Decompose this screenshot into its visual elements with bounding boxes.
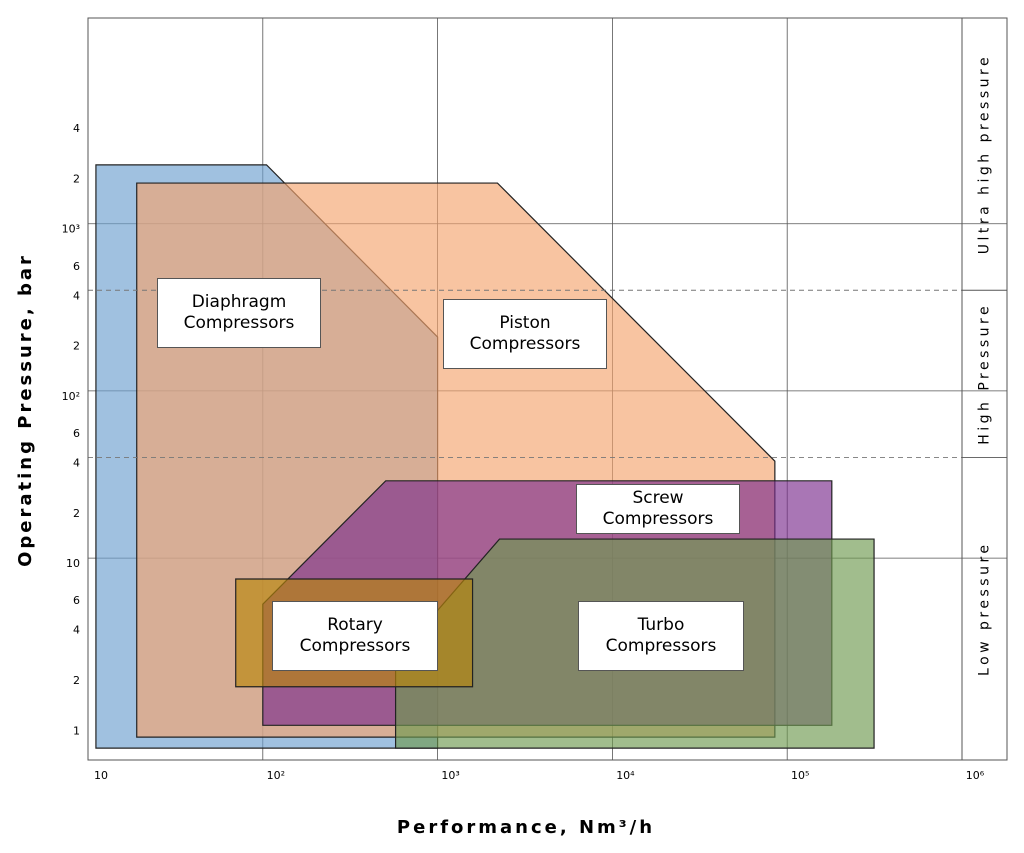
x-tick-label: 10⁶ xyxy=(966,769,985,782)
y-tick-label: 6 xyxy=(73,427,80,440)
label-box: Turbo Compressors xyxy=(578,601,744,671)
y-tick-label: 4 xyxy=(73,289,80,302)
y-tick-label: 10 xyxy=(66,557,80,570)
region-label: Ultra high pressure xyxy=(977,54,993,254)
y-tick-label: 6 xyxy=(73,594,80,607)
x-tick-label: 10 xyxy=(94,769,108,782)
x-tick-label: 10³ xyxy=(441,769,459,782)
label-box: Rotary Compressors xyxy=(272,601,438,671)
x-tick-label: 10⁴ xyxy=(616,769,635,782)
y-tick-label: 4 xyxy=(73,456,80,469)
y-tick-label: 1 xyxy=(73,724,80,737)
series-label: Piston Compressors xyxy=(443,299,607,369)
region-label: Low pressure xyxy=(977,541,993,676)
y-tick-label: 4 xyxy=(73,122,80,135)
y-tick-label: 2 xyxy=(73,172,80,185)
plot-frame xyxy=(87,17,1008,761)
x-tick-label: 10² xyxy=(267,769,285,782)
y-axis-title: Operating Pressure, bar xyxy=(15,253,36,567)
series-label: Screw Compressors xyxy=(576,484,740,534)
series-label: Diaphragm Compressors xyxy=(157,278,321,348)
y-tick-label: 10² xyxy=(62,390,80,403)
y-tick-label: 10³ xyxy=(62,223,80,236)
y-tick-label: 2 xyxy=(73,674,80,687)
series-label: Turbo Compressors xyxy=(578,601,744,671)
x-tick-label: 10⁵ xyxy=(791,769,809,782)
region-label: High Pressure xyxy=(977,303,993,445)
y-tick-label: 2 xyxy=(73,340,80,353)
label-box: Screw Compressors xyxy=(576,484,740,534)
label-box: Piston Compressors xyxy=(443,299,607,369)
label-box: Diaphragm Compressors xyxy=(157,278,321,348)
y-tick-label: 2 xyxy=(73,507,80,520)
y-tick-label: 6 xyxy=(73,260,80,273)
x-axis-title: Performance, Nm³/h xyxy=(397,817,655,838)
y-tick-label: 4 xyxy=(73,624,80,637)
series-label: Rotary Compressors xyxy=(272,601,438,671)
